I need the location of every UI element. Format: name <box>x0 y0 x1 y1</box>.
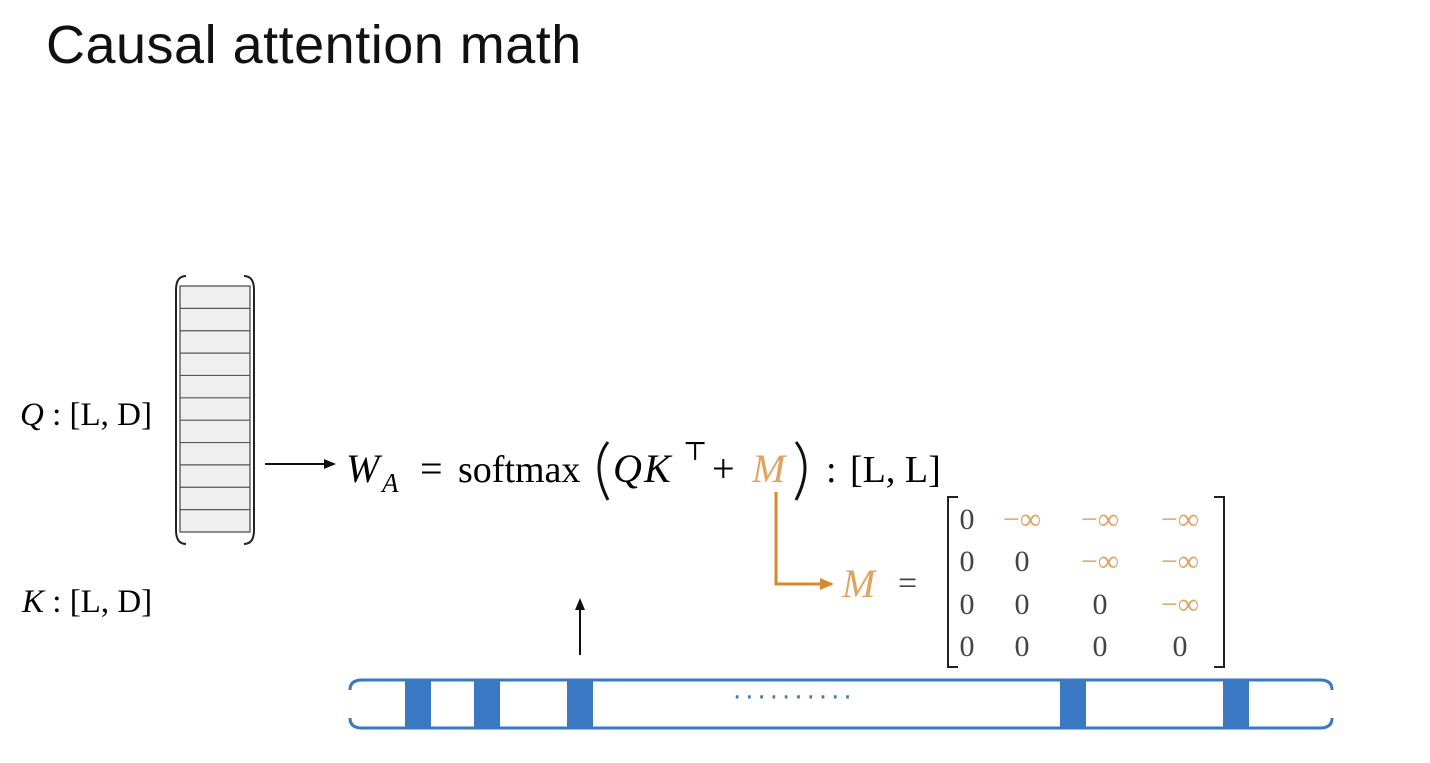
slide-title: Causal attention math <box>46 15 582 75</box>
mask-right-bracket <box>1214 496 1225 668</box>
q-colon: : <box>44 397 70 433</box>
k-shape: [L, D] <box>70 584 152 620</box>
mask-arrow-icon <box>774 492 834 590</box>
mask-cell: 0 <box>1015 630 1030 663</box>
mask-cell: 0 <box>1093 630 1108 663</box>
mask-cell: −∞ <box>1161 503 1199 536</box>
mask-cells: 0 −∞ −∞ −∞ 0 0 −∞ −∞ 0 0 0 −∞ 0 0 0 0 <box>960 503 1200 663</box>
eq-mask: M <box>751 446 788 491</box>
mask-cell: 0 <box>960 503 975 536</box>
sequence-bar-outline <box>348 678 1334 730</box>
eq-equals: = <box>420 446 443 491</box>
q-shape: [L, D] <box>70 397 152 433</box>
qk-matrix <box>175 275 255 545</box>
mask-definition: M = 0 −∞ −∞ −∞ 0 0 −∞ −∞ 0 0 0 −∞ 0 0 0 0 <box>841 496 1225 668</box>
sequence-bar: ·········· <box>348 678 1334 730</box>
mask-cell: −∞ <box>1003 503 1041 536</box>
mask-cell: −∞ <box>1081 545 1119 578</box>
mask-cell: −∞ <box>1081 503 1119 536</box>
mask-cell: 0 <box>960 630 975 663</box>
token-marker <box>1223 680 1249 728</box>
mask-cell: 0 <box>1093 588 1108 621</box>
mask-cell: 0 <box>1015 588 1030 621</box>
matrix-right-bracket <box>243 275 255 545</box>
eq-shape-colon: : <box>826 449 837 491</box>
q-label: Q : [L, D] <box>20 397 152 433</box>
eq-func: softmax <box>458 449 580 491</box>
k-label: K : [L, D] <box>21 584 152 620</box>
token-marker <box>567 680 593 728</box>
eq-k: K <box>643 446 673 491</box>
k-colon: : <box>44 584 70 620</box>
attention-equation: W A = softmax Q K ⊤ + M : [L, L] <box>346 437 941 501</box>
eq-lhs: W <box>346 446 383 491</box>
eq-plus: + <box>712 446 735 491</box>
k-var: K <box>21 584 46 620</box>
sequence-ellipsis: ·········· <box>733 683 856 713</box>
mask-cell: 0 <box>960 545 975 578</box>
mask-cell: 0 <box>960 588 975 621</box>
eq-shape: [L, L] <box>850 449 941 491</box>
mask-cell: 0 <box>1173 630 1188 663</box>
token-marker <box>474 680 500 728</box>
mask-cell: 0 <box>1015 545 1030 578</box>
eq-q: Q <box>613 446 642 491</box>
matrix-left-bracket <box>175 275 187 545</box>
eq-lhs-sub: A <box>380 468 399 498</box>
q-var: Q <box>20 397 44 433</box>
mask-equals: = <box>898 565 917 602</box>
matrix-rows <box>180 307 250 511</box>
right-paren <box>794 441 807 501</box>
mask-symbol: M <box>841 561 878 606</box>
mask-cell: −∞ <box>1161 588 1199 621</box>
mask-cell: −∞ <box>1161 545 1199 578</box>
token-marker <box>405 680 431 728</box>
mask-left-bracket <box>947 496 958 668</box>
left-paren <box>597 441 610 501</box>
token-marker <box>1060 680 1086 728</box>
eq-transpose: ⊤ <box>683 437 707 466</box>
